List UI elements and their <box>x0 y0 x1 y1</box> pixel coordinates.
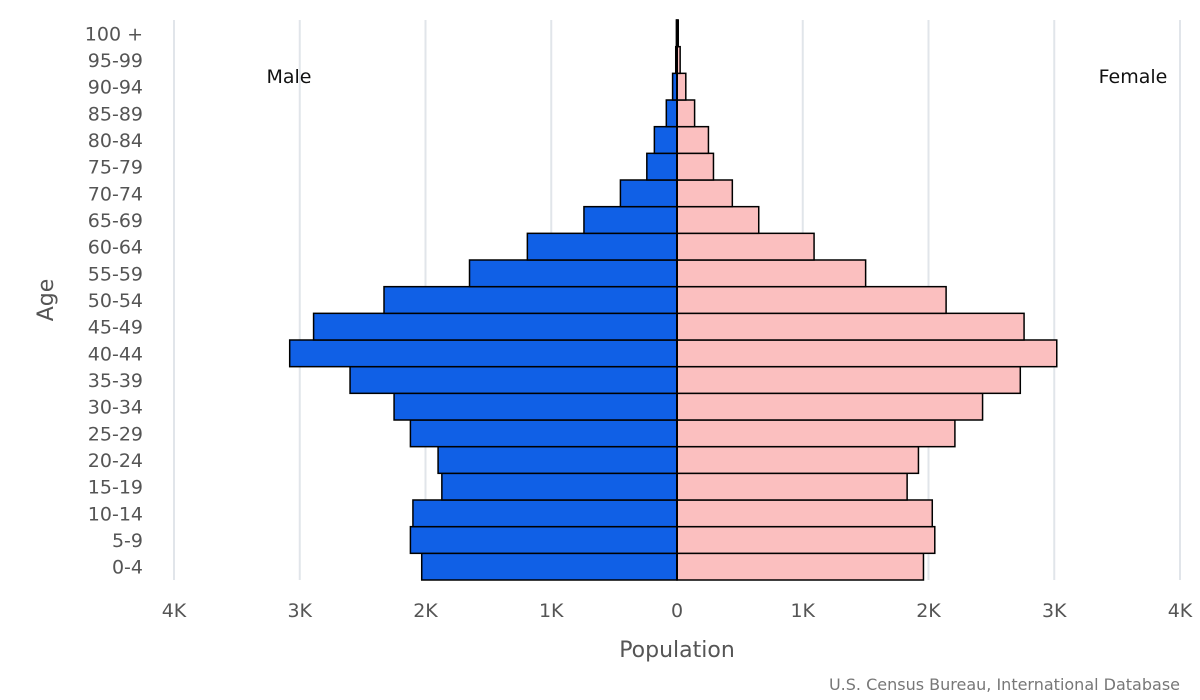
bar-male-16 <box>653 125 678 155</box>
y-tick-label-19: 95-99 <box>88 50 143 72</box>
bar-male-15 <box>646 152 678 181</box>
bar-male-1 <box>409 525 678 555</box>
y-tick-label-10: 50-54 <box>88 290 143 312</box>
male-side-label: Male <box>266 66 311 88</box>
y-tick-label-14: 70-74 <box>88 183 143 205</box>
bar-male-5 <box>409 419 678 448</box>
bar-male-12 <box>526 232 678 261</box>
y-tick-label-12: 60-64 <box>88 237 143 259</box>
y-tick-label-18: 90-94 <box>88 77 143 99</box>
bar-male-13 <box>583 205 678 235</box>
bar-female-8 <box>676 339 1058 368</box>
female-side-label: Female <box>1099 66 1168 88</box>
y-tick-label-8: 40-44 <box>88 343 143 365</box>
x-axis-tick-labels: 4K 3K 2K 1K 0 1K 2K 3K 4K <box>162 600 1193 622</box>
bar-male-8 <box>288 339 678 368</box>
bar-female-13 <box>676 205 760 235</box>
y-tick-label-20: 100 + <box>85 23 143 45</box>
bar-male-3 <box>441 472 678 501</box>
x-tick-label-7: 3K <box>1042 600 1067 622</box>
bar-male-14 <box>619 179 678 208</box>
bar-female-10 <box>676 285 947 315</box>
y-tick-label-11: 55-59 <box>88 263 143 285</box>
bar-female-7 <box>676 365 1022 395</box>
bar-female-6 <box>676 392 984 421</box>
y-tick-label-0: 0-4 <box>112 557 143 579</box>
y-tick-label-1: 5-9 <box>112 530 143 552</box>
bar-female-0 <box>676 552 925 581</box>
y-tick-label-17: 85-89 <box>88 103 143 125</box>
bar-female-4 <box>676 445 920 475</box>
bar-male-6 <box>393 392 678 421</box>
bar-female-2 <box>676 499 934 528</box>
y-tick-label-13: 65-69 <box>88 210 143 232</box>
y-tick-label-4: 20-24 <box>88 450 143 472</box>
bar-female-15 <box>676 152 715 181</box>
y-tick-label-2: 10-14 <box>88 503 143 525</box>
bars <box>288 19 1058 581</box>
bar-female-17 <box>676 99 696 128</box>
bar-male-4 <box>437 445 678 475</box>
bar-female-9 <box>676 312 1025 341</box>
y-tick-label-5: 25-29 <box>88 423 143 445</box>
bar-male-9 <box>312 312 678 341</box>
bar-male-2 <box>412 499 678 528</box>
x-axis-title: Population <box>619 638 735 663</box>
y-axis-title: Age <box>34 279 59 322</box>
y-tick-label-16: 80-84 <box>88 130 143 152</box>
bar-female-3 <box>676 472 908 501</box>
y-tick-label-9: 45-49 <box>88 317 143 339</box>
bar-female-11 <box>676 259 867 288</box>
x-tick-label-6: 2K <box>916 600 941 622</box>
y-axis-tick-labels: 0-4 5-9 10-14 15-19 20-24 25-29 30-34 35-39 40-4… <box>85 23 143 578</box>
x-tick-label-8: 4K <box>1168 600 1193 622</box>
bar-female-12 <box>676 232 815 261</box>
bar-male-7 <box>349 365 678 395</box>
bar-female-1 <box>676 525 936 555</box>
x-tick-label-5: 1K <box>790 600 815 622</box>
y-tick-label-15: 75-79 <box>88 157 143 179</box>
x-tick-label-1: 3K <box>287 600 312 622</box>
bar-male-17 <box>665 99 678 128</box>
bar-female-5 <box>676 419 956 448</box>
x-tick-label-0: 4K <box>162 600 187 622</box>
y-tick-label-3: 15-19 <box>88 477 143 499</box>
y-tick-label-6: 30-34 <box>88 397 143 419</box>
x-tick-label-2: 2K <box>413 600 438 622</box>
x-tick-label-3: 1K <box>539 600 564 622</box>
bar-male-0 <box>420 552 678 581</box>
bar-female-14 <box>676 179 734 208</box>
bar-male-10 <box>383 285 678 315</box>
source-credit: U.S. Census Bureau, International Databa… <box>829 675 1180 694</box>
y-tick-label-7: 35-39 <box>88 370 143 392</box>
x-tick-label-4: 0 <box>671 600 683 622</box>
bar-male-11 <box>468 259 678 288</box>
bar-female-18 <box>676 72 687 101</box>
bar-female-16 <box>676 125 710 155</box>
